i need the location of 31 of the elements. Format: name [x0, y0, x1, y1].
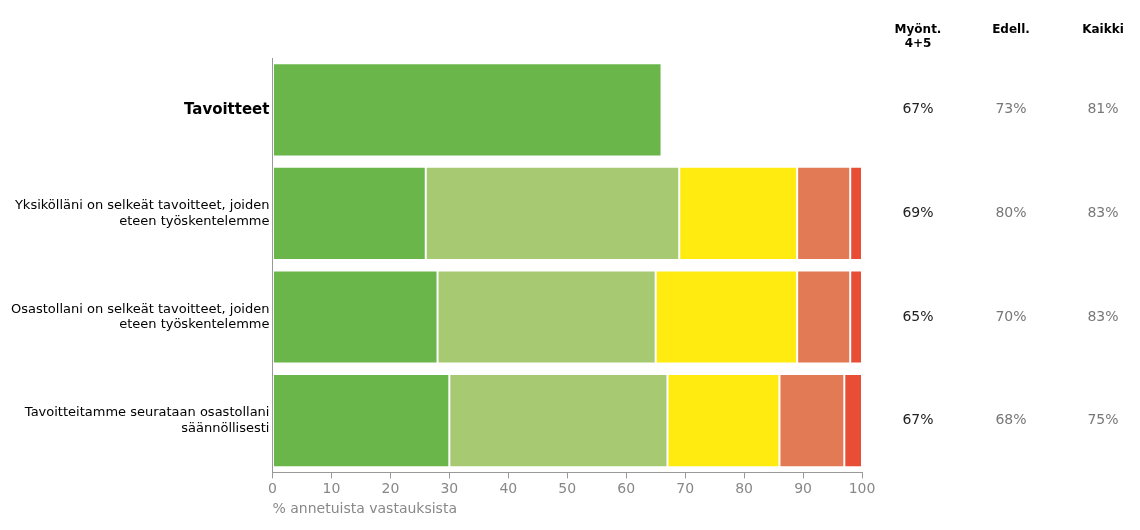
x-axis-title: % annetuista vastauksista — [272, 500, 457, 517]
x-tick-label: 0 — [268, 480, 277, 497]
x-tick-label: 100 — [848, 480, 876, 497]
text: Myönt. 4+5 — [894, 22, 942, 50]
x-tick-label: 80 — [735, 480, 754, 497]
x-tick-label: 70 — [676, 480, 695, 497]
text: 75% — [1087, 411, 1119, 428]
x-tick-label: 50 — [558, 480, 577, 497]
text: 73% — [995, 100, 1027, 117]
text: 67% — [902, 100, 934, 117]
y-tick-label: Tavoitteet — [183, 99, 270, 118]
text: 83% — [1087, 307, 1119, 324]
text: Edell. — [992, 22, 1030, 36]
y-tick-label: Yksikölläni on selkeät tavoitteet, joiden eteen työskentelemme — [13, 196, 270, 228]
y-tick-label: Tavoitteitamme seurataan osastollani säännöllisesti — [23, 404, 270, 435]
text: 67% — [902, 411, 934, 428]
y-tick-label: Osastollani on selkeät tavoitteet, joiden eteen työskentelemme — [10, 300, 270, 332]
text: 70% — [995, 307, 1027, 324]
x-tick-label: 40 — [499, 480, 518, 497]
text: 81% — [1087, 100, 1119, 117]
x-tick-label: 10 — [322, 480, 341, 497]
x-tick-label: 30 — [440, 480, 459, 497]
x-tick-label: 20 — [381, 480, 400, 497]
x-tick-label: 60 — [617, 480, 636, 497]
text: 69% — [902, 204, 934, 221]
text: 68% — [995, 411, 1027, 428]
x-tick-label: 90 — [794, 480, 812, 497]
text: 65% — [902, 307, 934, 324]
text: 80% — [995, 204, 1027, 221]
text: Kaikki — [1082, 22, 1124, 36]
text: 83% — [1087, 204, 1119, 221]
